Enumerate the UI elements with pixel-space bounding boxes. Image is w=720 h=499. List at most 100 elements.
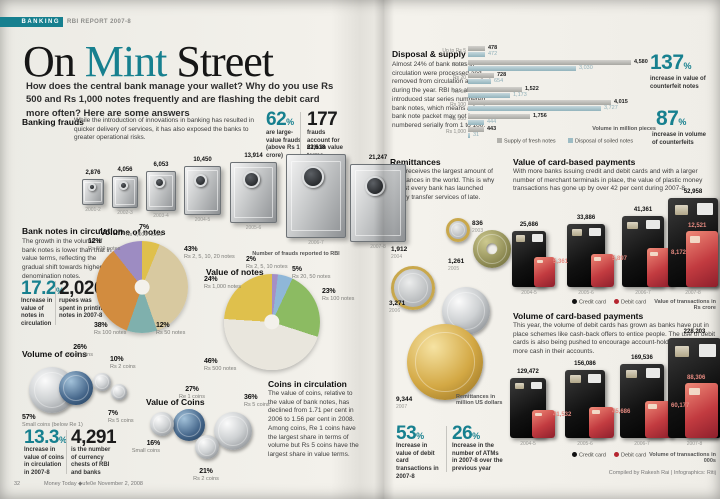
legend-credit-card-volume: Credit card <box>572 452 606 459</box>
debit-card-value: 5,361 <box>553 259 569 265</box>
divider <box>55 281 56 325</box>
pie-slice-label: 23% Rs 100 notes <box>322 288 355 303</box>
debit-card <box>534 257 555 287</box>
supply-bar <box>468 46 485 51</box>
section-heading-disposal-supply: Disposal & supply <box>392 49 466 59</box>
credit-card-value: 228,203 <box>683 329 706 335</box>
card-volume-body: This year, the volume of debit cards has… <box>513 322 716 356</box>
stat-atm-caption: Increase in the number of ATMs in 2007-8… <box>452 443 503 473</box>
supply-value: 478 <box>488 45 498 51</box>
supply-value: 4,580 <box>634 58 648 65</box>
card-year: 2006-7 <box>635 290 651 296</box>
legend-swatch-gray <box>497 138 502 143</box>
bank-safe <box>82 179 104 205</box>
disposal-bar <box>468 92 510 98</box>
banking-frauds-body: While the introduction of innovations in… <box>74 117 254 142</box>
pie-slice-label: 43% Rs 2, 5, 10, 20 notes <box>184 246 235 261</box>
safe-value: 10,450 <box>193 157 212 163</box>
bar-category-label: Rs 1,000 <box>445 129 466 135</box>
stat-currency-chests-caption: is the number of currency chests of RBI … <box>71 447 111 477</box>
legend-swatch-black <box>572 452 577 457</box>
stat-fraud-count: 177 <box>307 110 338 129</box>
disposal-value: 654 <box>494 78 504 84</box>
debit-card-value: 5,897 <box>612 256 628 262</box>
credit-card-value: 52,958 <box>683 189 703 195</box>
safe-year: 2001-2 <box>85 207 101 213</box>
coin <box>111 384 127 400</box>
stat-value: 137 <box>650 51 684 74</box>
coin <box>214 412 252 450</box>
remittance-value: 1,912 2004 <box>391 246 408 261</box>
legend-swatch-black <box>572 299 577 304</box>
safe-value: 23,618 <box>306 145 326 151</box>
remittances-body: India receives the largest amount of rem… <box>390 168 495 202</box>
disposal-value: 3,030 <box>579 64 593 71</box>
safe-dial-icon <box>119 181 129 191</box>
page-title: On Mint Street <box>23 36 274 87</box>
remittances-caption: Remittances in million US dollars <box>456 394 503 406</box>
section-heading-coins-circulation: Coins in circulation <box>268 379 347 389</box>
divider <box>300 112 301 160</box>
footer-magazine: Money Today ◆ufe0e November 2, 2008 <box>44 481 143 487</box>
coin <box>93 373 111 391</box>
remittance-value: 836 2003 <box>472 220 484 235</box>
stat-debit-value-increase: 53% <box>396 424 424 443</box>
title-tail: Street <box>166 37 274 86</box>
stat-unit: % <box>416 431 424 441</box>
debit-card-value: 88,306 <box>687 375 706 381</box>
title-lead: On <box>23 37 85 86</box>
credit-card-value: 156,086 <box>574 361 596 367</box>
supply-bar <box>468 73 494 78</box>
card-year: 2007-8 <box>686 441 703 447</box>
section-heading-card-value: Value of card-based payments <box>513 157 636 167</box>
stat-value: 62 <box>266 109 287 130</box>
disposal-bar <box>468 79 491 84</box>
safe-value: 6,053 <box>153 162 169 168</box>
bar-category-label: Rs 50 <box>452 88 466 95</box>
debit-card-value: 12,521 <box>688 223 707 229</box>
section-heading-banking-frauds: Banking frauds <box>22 117 84 127</box>
stat-coins-increase-caption: Increase in value of coins in circulatio… <box>24 447 65 477</box>
coin-share-label: 36% Rs 5 coins <box>244 394 270 409</box>
credits: Compiled by Rakesh Rai | Infographics: R… <box>608 470 716 476</box>
pie-slice-label: 46% Rs 500 notes <box>204 358 237 373</box>
section-heading-remittances: Remittances <box>390 157 441 167</box>
stat-value: 87 <box>656 107 679 130</box>
safe-dial-icon <box>194 173 208 187</box>
intro-text: How does the central bank manage your wa… <box>26 81 334 119</box>
pie-slice-label: 2% Rs 2, 5, 10 notes <box>246 256 288 271</box>
stat-value: 2,026 <box>59 278 105 299</box>
legend-label: Debit card <box>621 452 647 459</box>
disposal-value: 1,173 <box>513 91 527 98</box>
remittance-coin <box>391 266 435 310</box>
stat-value: 13.3 <box>24 427 59 448</box>
remittance-value: 1,261 2005 <box>448 258 465 273</box>
remittance-coin <box>407 324 483 400</box>
safe-value: 21,247 <box>368 155 388 161</box>
coin-share-label: 7% Rs 5 coins <box>108 410 134 425</box>
legend-swatch-red <box>614 452 619 457</box>
stat-currency-chests: 4,291 <box>71 428 117 447</box>
bank-notes-body: The growth in the volume of bank notes i… <box>22 238 112 280</box>
legend-label: Credit card <box>579 299 606 306</box>
title-accent: Mint <box>84 37 168 86</box>
card-year: 2005-6 <box>578 290 594 296</box>
stat-notes-value-caption: Increase in value of notes in circulatio… <box>21 298 53 328</box>
coin-share-label: 27% Re 1 coins <box>179 386 205 401</box>
pie-slice-label: 24% Rs 1,000 notes <box>204 276 241 291</box>
kicker-label: BANKING <box>21 19 60 25</box>
coin <box>195 435 219 459</box>
remittance-coin <box>446 218 470 242</box>
pie-slice-label: 12% Rs 500 notes <box>88 238 121 253</box>
debit-card <box>685 383 718 438</box>
remittance-coin <box>473 230 511 268</box>
supply-value: 443 <box>487 126 497 132</box>
safe-value: 2,876 <box>85 170 101 176</box>
supply-value: 1,756 <box>533 112 547 119</box>
bank-safe <box>146 171 176 211</box>
stat-unit: % <box>55 286 64 296</box>
stat-unit: % <box>683 61 692 71</box>
credit-card-value: 129,472 <box>517 369 539 375</box>
magazine-name: Money Today <box>44 481 77 487</box>
stat-unit: % <box>472 431 480 441</box>
